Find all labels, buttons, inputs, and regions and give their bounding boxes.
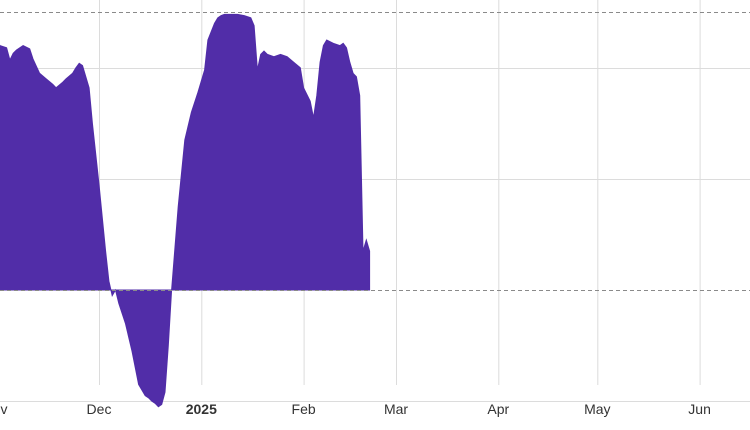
x-tick-label: Apr <box>487 401 509 417</box>
x-tick-label: Jun <box>688 401 711 417</box>
area-series <box>0 13 371 408</box>
x-tick-label: v <box>1 401 8 417</box>
horizontal-gridlines <box>0 68 750 402</box>
x-tick-label: Mar <box>384 401 408 417</box>
x-tick-label: Feb <box>292 401 316 417</box>
x-tick-label: May <box>584 401 610 417</box>
x-tick-labels: v Dec 2025 Feb Mar Apr May Jun <box>1 401 711 417</box>
x-tick-label: 2025 <box>186 401 217 417</box>
dashed-reference-lines <box>0 12 750 291</box>
area-series-fill <box>0 13 371 408</box>
x-tick-label: Dec <box>87 401 112 417</box>
